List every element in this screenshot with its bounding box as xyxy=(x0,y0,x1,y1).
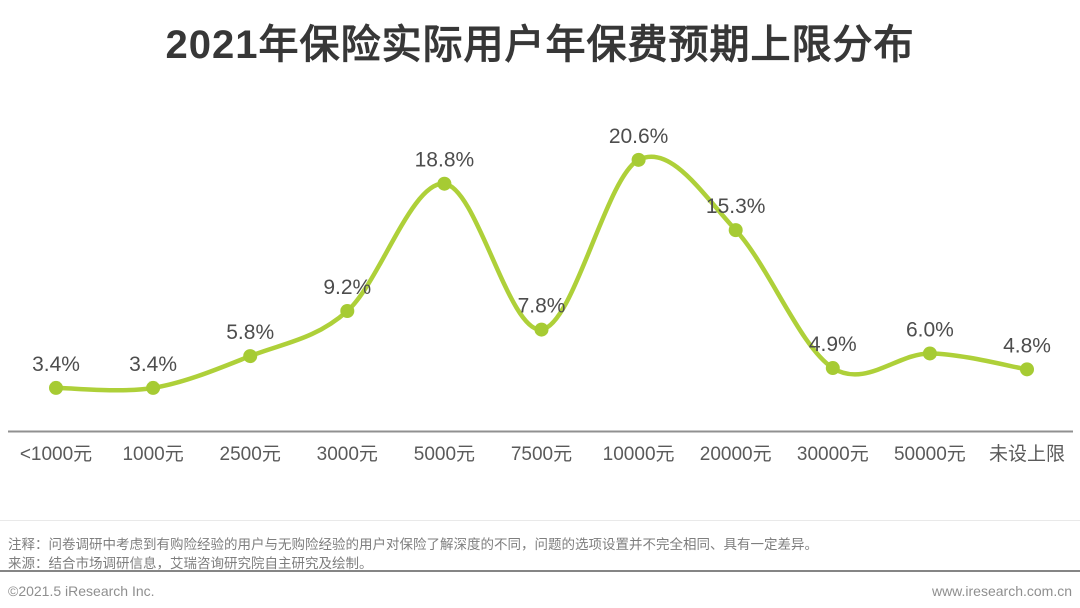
x-tick-label: 未设上限 xyxy=(989,443,1065,465)
data-point-label: 6.0% xyxy=(906,318,954,341)
x-tick-label: 5000元 xyxy=(414,444,475,465)
x-tick-label: 2500元 xyxy=(220,444,281,465)
x-tick-label: 1000元 xyxy=(122,444,183,465)
data-point xyxy=(243,349,258,364)
note-annotation: 注释：问卷调研中考虑到有购险经验的用户与无购险经验的用户对保险了解深度的不同，问… xyxy=(8,537,818,552)
x-tick-label: 3000元 xyxy=(317,444,378,465)
x-tick-label: 50000元 xyxy=(894,444,966,465)
x-tick-label: <1000元 xyxy=(20,444,92,465)
data-point-label: 5.8% xyxy=(226,321,274,344)
data-point-label: 7.8% xyxy=(518,295,566,318)
data-point-label: 3.4% xyxy=(32,353,80,376)
data-point xyxy=(1020,362,1034,377)
data-point xyxy=(631,152,646,167)
data-point xyxy=(146,380,161,395)
data-point xyxy=(49,380,63,395)
data-point xyxy=(534,322,549,337)
footer-divider xyxy=(0,570,1080,572)
website-link[interactable]: www.iresearch.com.cn xyxy=(931,583,1072,599)
data-point-label: 4.9% xyxy=(809,333,857,356)
data-point xyxy=(825,361,840,376)
data-point-label: 3.4% xyxy=(129,353,177,376)
data-point-label: 9.2% xyxy=(323,276,371,299)
x-tick-label: 7500元 xyxy=(511,444,572,465)
note-source: 来源：结合市场调研信息，艾瑞咨询研究院自主研究及绘制。 xyxy=(8,556,373,571)
trend-line xyxy=(53,154,1030,393)
data-point-label: 15.3% xyxy=(706,195,766,218)
data-point-label: 18.8% xyxy=(415,149,475,172)
data-point xyxy=(728,223,743,238)
x-tick-label: 10000元 xyxy=(603,444,675,465)
copyright-text: ©2021.5 iResearch Inc. xyxy=(8,583,155,599)
data-point-label: 20.6% xyxy=(609,125,669,148)
data-point xyxy=(340,304,355,319)
notes-top-divider xyxy=(0,520,1080,521)
data-point xyxy=(437,176,452,191)
x-tick-label: 20000元 xyxy=(700,444,772,465)
footer: ©2021.5 iResearch Inc. www.iresearch.com… xyxy=(0,583,1080,605)
data-point-label: 4.8% xyxy=(1003,334,1051,357)
chart-title: 2021年保险实际用户年保费预期上限分布 xyxy=(165,23,915,67)
x-tick-label: 30000元 xyxy=(797,444,869,465)
data-point xyxy=(922,346,937,361)
